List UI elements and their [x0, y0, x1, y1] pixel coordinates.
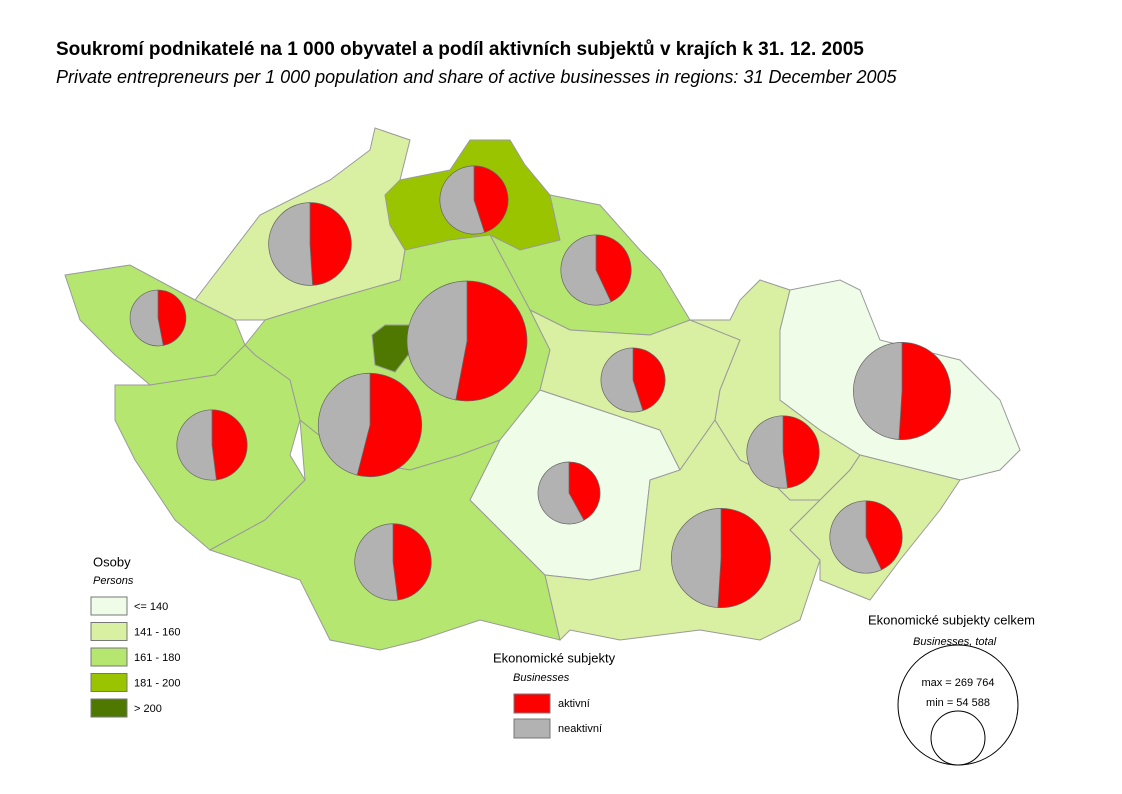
pie-inactive — [560, 234, 612, 306]
pie-inactive — [406, 280, 468, 401]
legend-label: <= 140 — [134, 601, 168, 613]
business-legend-title: Ekonomické subjekty — [493, 650, 616, 665]
pie-active — [356, 372, 423, 478]
persons-legend-title: Osoby — [93, 554, 131, 569]
pie-inactive — [129, 289, 164, 347]
class-legend: <= 140 141 - 160 161 - 180 181 - 200 > 200 — [90, 596, 180, 718]
pie-active — [473, 165, 509, 233]
pie-inactive — [268, 202, 313, 286]
size-legend: max = 269 764 min = 54 588 — [897, 644, 1019, 766]
size-legend-title: Ekonomické subjekty celkem — [868, 612, 1035, 627]
legend-swatch — [90, 647, 128, 667]
pie-inactive — [853, 342, 903, 440]
legend-swatch — [513, 693, 551, 714]
pie-active — [717, 507, 771, 608]
pie-inactive — [537, 461, 585, 525]
pie-active — [309, 202, 352, 286]
legend-label: 141 - 160 — [134, 626, 180, 638]
subtitle: Private entrepreneurs per 1 000 populati… — [56, 67, 898, 87]
pie-active — [595, 234, 632, 303]
legend-label: 161 - 180 — [134, 652, 180, 664]
size-legend-label: min = 54 588 — [926, 697, 990, 709]
legend-label: aktivní — [558, 698, 590, 710]
legend-label: neaktivní — [558, 723, 602, 735]
pie-active — [157, 289, 187, 346]
title: Soukromí podnikatelé na 1 000 obyvatel a… — [56, 39, 864, 60]
pie-active — [865, 500, 903, 571]
legend-swatch — [90, 673, 128, 692]
pie-inactive — [671, 507, 722, 608]
pie-active — [568, 461, 601, 521]
pie-active — [455, 280, 528, 402]
business-legend-subtitle: Businesses — [513, 672, 570, 684]
legend-label: 181 - 200 — [134, 677, 180, 689]
pie-inactive — [600, 347, 644, 413]
persons-legend-subtitle: Persons — [93, 575, 134, 587]
pie-active — [898, 342, 951, 440]
legend-swatch — [90, 622, 128, 641]
pie-inactive — [746, 415, 788, 489]
size-legend-subtitle: Businesses, total — [913, 636, 997, 648]
legend-swatch — [90, 698, 128, 718]
legend-label: > 200 — [134, 703, 162, 715]
size-legend-label: max = 269 764 — [921, 677, 994, 689]
pies — [129, 165, 951, 608]
pie-inactive — [439, 165, 485, 235]
pie-active — [211, 409, 248, 481]
size-legend-min — [930, 710, 986, 766]
legend-swatch — [513, 718, 551, 739]
pie-inactive — [176, 409, 217, 481]
pie-active — [392, 523, 432, 601]
pie-active — [782, 415, 820, 489]
legend-swatch — [90, 596, 128, 616]
pie-inactive — [317, 372, 371, 476]
pie-inactive — [354, 523, 399, 601]
pie-inactive — [829, 500, 882, 574]
pie-active — [632, 347, 666, 411]
